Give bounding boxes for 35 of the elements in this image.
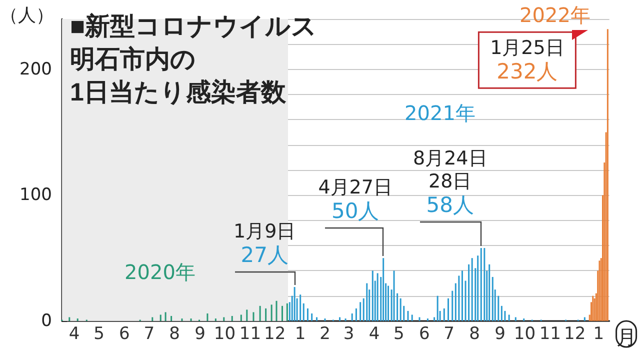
- x-tick-label: 4: [368, 324, 380, 344]
- text: ■新型コロナウイルス明石市内の1日当たり感染者数: [70, 12, 318, 106]
- x-tick-label: 3: [343, 324, 354, 344]
- x-tick-label: 11: [239, 324, 262, 344]
- y-tick-label: 0: [41, 311, 52, 331]
- x-tick-label: 9: [194, 324, 206, 344]
- x-tick-label: 12: [264, 324, 286, 344]
- x-tick-label: 6: [119, 324, 130, 344]
- x-tick-label: 7: [444, 324, 454, 344]
- x-tick-label: 8: [469, 324, 480, 344]
- series-label: 2022年: [520, 3, 590, 27]
- y-axis-title: （人）: [0, 5, 54, 25]
- x-tick-label: 5: [394, 324, 404, 344]
- text: 2021年: [404, 101, 476, 125]
- x-tick-label: 10: [214, 324, 236, 344]
- x-tick-label: 4: [68, 324, 80, 344]
- annotation: 4月27日 50人: [318, 176, 392, 224]
- x-tick-label: 9: [494, 324, 506, 344]
- x-tick-label: 1: [593, 324, 604, 344]
- x-tick-label: 2: [320, 324, 330, 344]
- x-tick-label: 6: [419, 324, 430, 344]
- x-tick-label: 10: [514, 324, 536, 344]
- y-tick-label: 200: [20, 59, 52, 80]
- x-tick-label: 11: [539, 324, 561, 344]
- x-tick-label: 1: [294, 324, 306, 344]
- annotation: 8月24日 28日 58人: [413, 148, 488, 218]
- x-tick-label: 8: [169, 324, 180, 344]
- x-tick-label: 5: [94, 324, 104, 344]
- annotation: 1月25日 232人: [490, 37, 564, 84]
- x-tick-label: 7: [144, 324, 155, 344]
- y-tick-label: 100: [20, 185, 52, 206]
- annotation: 1月9日 27人: [233, 220, 296, 268]
- x-tick-label: 12: [564, 324, 586, 344]
- x-axis-title: 月: [616, 325, 636, 349]
- series-label: 2020年: [124, 260, 196, 284]
